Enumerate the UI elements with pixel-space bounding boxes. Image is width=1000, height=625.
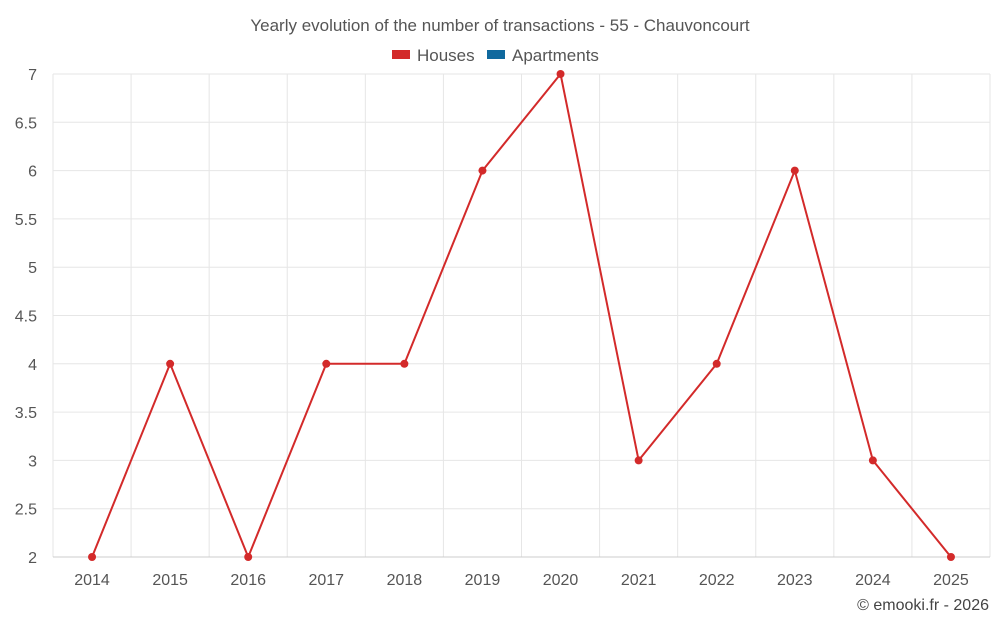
x-tick-label: 2016 [230, 572, 266, 589]
x-tick-label: 2018 [387, 572, 423, 589]
x-tick-label: 2020 [543, 572, 579, 589]
data-point-houses-2020[interactable] [556, 70, 565, 78]
x-tick-label: 2019 [465, 572, 501, 589]
chart-title: Yearly evolution of the number of transa… [250, 16, 750, 35]
gridlines [52, 73, 991, 558]
x-tick-label: 2023 [777, 572, 813, 589]
legend-swatch-apartments [487, 50, 505, 59]
x-tick-label: 2022 [699, 572, 735, 589]
x-tick-label: 2021 [621, 572, 657, 589]
y-tick-label: 7 [28, 67, 37, 84]
y-tick-label: 6 [28, 164, 37, 181]
y-tick-label: 5.5 [15, 212, 37, 229]
data-point-houses-2014[interactable] [88, 553, 97, 561]
y-tick-label: 3 [28, 453, 37, 470]
data-point-houses-2022[interactable] [712, 359, 721, 368]
data-point-houses-2025[interactable] [946, 553, 955, 561]
credit-text: © emooki.fr - 2026 [857, 597, 989, 614]
legend-item-apartments[interactable]: Apartments [487, 46, 599, 65]
data-point-houses-2017[interactable] [322, 359, 331, 368]
y-tick-label: 2 [28, 550, 37, 567]
legend: Houses Apartments [392, 46, 599, 65]
data-point-houses-2015[interactable] [166, 359, 175, 368]
data-point-houses-2024[interactable] [868, 456, 877, 465]
data-point-houses-2016[interactable] [244, 553, 253, 561]
legend-swatch-houses [392, 50, 410, 59]
y-tick-label: 4.5 [15, 309, 37, 326]
x-axis-ticks: 2014 2015 2016 2017 2018 2019 2020 2021 2022 2023… [74, 572, 969, 589]
y-tick-label: 6.5 [15, 115, 37, 132]
series-line-houses [91, 73, 952, 558]
legend-label-apartments: Apartments [512, 46, 599, 65]
legend-item-houses[interactable]: Houses [392, 46, 475, 65]
x-tick-label: 2024 [855, 572, 891, 589]
x-tick-label: 2014 [74, 572, 110, 589]
y-tick-label: 3.5 [15, 405, 37, 422]
y-tick-label: 4 [28, 357, 37, 374]
x-tick-label: 2015 [152, 572, 188, 589]
data-point-houses-2023[interactable] [790, 166, 799, 175]
data-point-houses-2018[interactable] [400, 359, 409, 368]
data-point-houses-2019[interactable] [478, 166, 487, 175]
y-axis-ticks: 2 2.5 3 3.5 4 4.5 5 5.5 6 6.5 7 [15, 67, 37, 567]
y-tick-label: 5 [28, 260, 37, 277]
series-houses [88, 70, 955, 561]
x-tick-label: 2017 [308, 572, 344, 589]
legend-label-houses: Houses [417, 46, 475, 65]
y-tick-label: 2.5 [15, 502, 37, 519]
data-point-houses-2021[interactable] [634, 456, 643, 465]
x-tick-label: 2025 [933, 572, 969, 589]
